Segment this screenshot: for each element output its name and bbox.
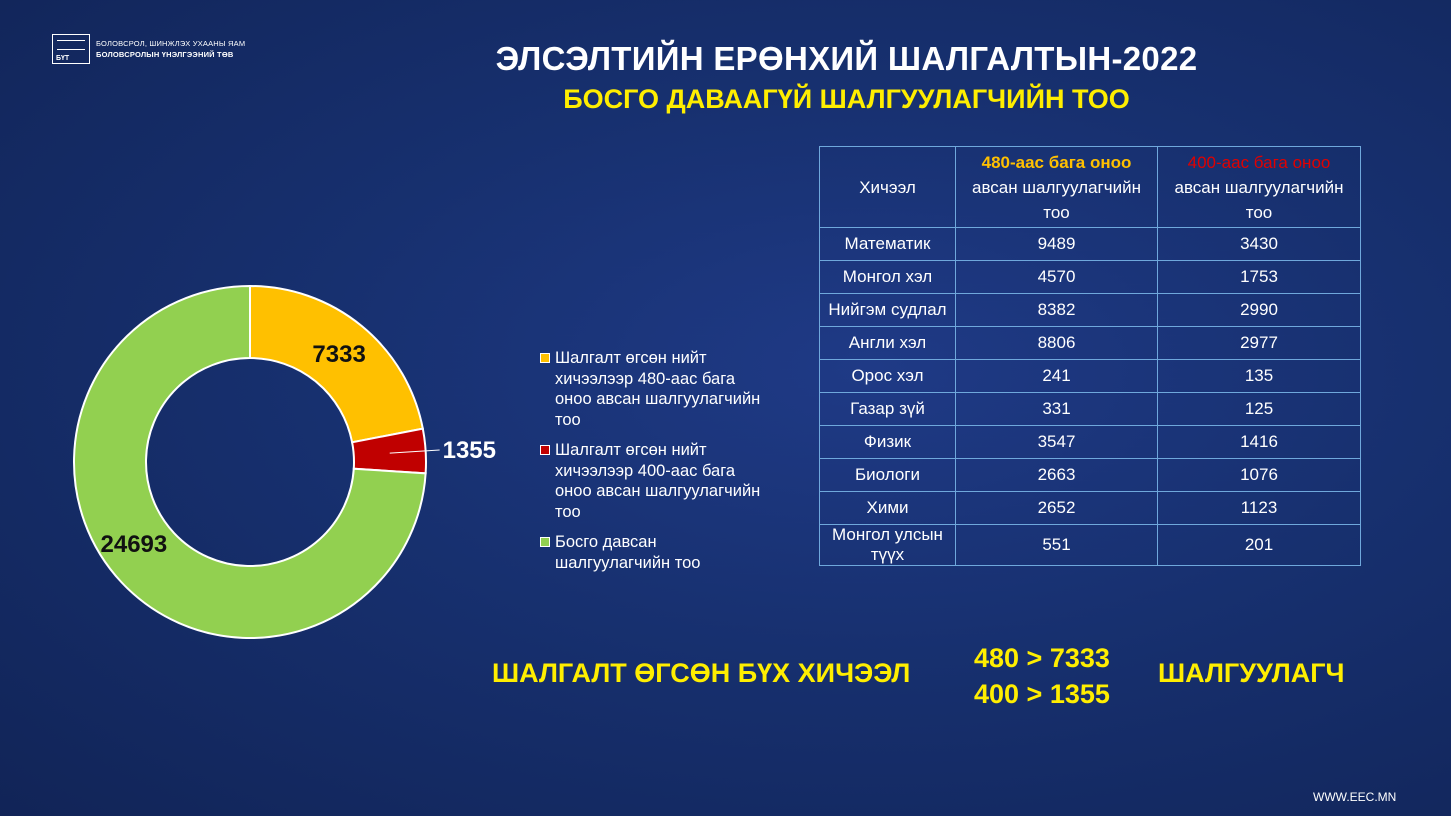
cell-400: 2990 — [1157, 293, 1361, 327]
table-row: Монгол хэл 4570 1753 — [819, 260, 1361, 294]
table-row: Англи хэл 8806 2977 — [819, 326, 1361, 360]
cell-subject: Монгол улсын түүх — [819, 524, 956, 566]
summary-values: 480 > 7333 400 > 1355 — [974, 640, 1110, 712]
data-label-2: 1355 — [443, 437, 496, 464]
cell-480: 4570 — [955, 260, 1158, 294]
page-title: ЭЛСЭЛТИЙН ЕРӨНХИЙ ШАЛГАЛТЫН-2022 — [495, 40, 1198, 77]
donut-slice-3 — [73, 284, 427, 639]
cell-400: 201 — [1157, 524, 1361, 566]
cell-480: 2652 — [955, 491, 1158, 525]
cell-400: 1123 — [1157, 491, 1361, 525]
cell-subject: Математик — [819, 227, 956, 261]
logo-mark-text: БҮТ — [56, 55, 70, 62]
legend-label-480: Шалгалт өгсөн нийт хичээлээр 480-аас баг… — [555, 349, 761, 429]
logo-line-2: БОЛОВСРОЛЫН ҮНЭЛГЭЭНИЙ ТӨВ — [96, 50, 234, 59]
subject-table: Хичээл 480-аас бага оноо авсан шалгуулаг… — [819, 146, 1361, 566]
data-label-3: 24693 — [101, 531, 168, 558]
cell-480: 2663 — [955, 458, 1158, 492]
cell-400: 135 — [1157, 359, 1361, 393]
logo-text: БОЛОВСРОЛ, ШИНЖЛЭХ УХААНЫ ЯАМ БОЛОВСРОЛЫ… — [96, 38, 245, 60]
table-row: Газар зүй 331 125 — [819, 392, 1361, 426]
table-row: Математик 9489 3430 — [819, 227, 1361, 261]
cell-400: 2977 — [1157, 326, 1361, 360]
summary-line-400: 400 > 1355 — [974, 679, 1110, 709]
data-label-1: 7333 — [312, 341, 365, 368]
cell-subject: Газар зүй — [819, 392, 956, 426]
summary-left: ШАЛГАЛТ ӨГСӨН БҮХ ХИЧЭЭЛ — [492, 658, 911, 688]
legend-swatch-480 — [540, 353, 550, 363]
cell-480: 8382 — [955, 293, 1158, 327]
table-row: Биологи 2663 1076 — [819, 458, 1361, 492]
cell-subject: Биологи — [819, 458, 956, 492]
cell-subject: Хими — [819, 491, 956, 525]
legend-swatch-400 — [540, 445, 550, 455]
cell-subject: Физик — [819, 425, 956, 459]
legend-label-400: Шалгалт өгсөн нийт хичээлээр 400-аас баг… — [555, 441, 761, 521]
cell-subject: Монгол хэл — [819, 260, 956, 294]
legend-item: Босго давсан шалгуулагчийн тоо — [540, 532, 770, 573]
table-header-row: Хичээл 480-аас бага оноо авсан шалгуулаг… — [819, 146, 1361, 228]
legend-label-passed: Босго давсан шалгуулагчийн тоо — [555, 533, 701, 572]
cell-400: 3430 — [1157, 227, 1361, 261]
logo: БҮТ БОЛОВСРОЛ, ШИНЖЛЭХ УХААНЫ ЯАМ БОЛОВС… — [52, 34, 245, 64]
page-subtitle: БОСГО ДАВААГҮЙ ШАЛГУУЛАГЧИЙН ТОО — [563, 84, 1130, 114]
cell-480: 331 — [955, 392, 1158, 426]
header-400-highlight: 400-аас бага оноо — [1187, 152, 1331, 172]
header-480-rest: авсан шалгуулагчийн тоо — [971, 177, 1141, 222]
header-480-highlight: 480-аас бага оноо — [981, 152, 1132, 172]
legend-swatch-passed — [540, 537, 550, 547]
cell-400: 125 — [1157, 392, 1361, 426]
legend-item: Шалгалт өгсөн нийт хичээлээр 400-аас баг… — [540, 440, 770, 522]
table-row: Монгол улсын түүх 551 201 — [819, 524, 1361, 566]
cell-400: 1416 — [1157, 425, 1361, 459]
cell-480: 241 — [955, 359, 1158, 393]
donut-slice-1 — [249, 284, 424, 444]
leader-line — [389, 449, 440, 454]
cell-subject: Нийгэм судлал — [819, 293, 956, 327]
logo-book-icon: БҮТ — [52, 34, 90, 64]
cell-480: 3547 — [955, 425, 1158, 459]
cell-480: 9489 — [955, 227, 1158, 261]
header-480: 480-аас бага оноо авсан шалгуулагчийн то… — [955, 146, 1158, 228]
table-row: Нийгэм судлал 8382 2990 — [819, 293, 1361, 327]
logo-line-1: БОЛОВСРОЛ, ШИНЖЛЭХ УХААНЫ ЯАМ — [96, 39, 246, 48]
cell-400: 1076 — [1157, 458, 1361, 492]
cell-subject: Англи хэл — [819, 326, 956, 360]
table-body: Математик 9489 3430 Монгол хэл 4570 1753 Нийгэ… — [819, 227, 1361, 566]
table-row: Хими 2652 1123 — [819, 491, 1361, 525]
cell-subject: Орос хэл — [819, 359, 956, 393]
table-row: Орос хэл 241 135 — [819, 359, 1361, 393]
table-row: Физик 3547 1416 — [819, 425, 1361, 459]
donut-chart: 7333 1355 24693 — [73, 284, 496, 639]
summary-right: ШАЛГУУЛАГЧ — [1158, 658, 1345, 688]
header-400: 400-аас бага оноо авсан шалгуулагчийн то… — [1157, 146, 1361, 228]
cell-400: 1753 — [1157, 260, 1361, 294]
summary-line-480: 480 > 7333 — [974, 643, 1110, 673]
legend-item: Шалгалт өгсөн нийт хичээлээр 480-аас баг… — [540, 348, 770, 430]
header-400-rest: авсан шалгуулагчийн тоо — [1174, 177, 1344, 222]
website-link[interactable]: WWW.EEC.MN — [1313, 790, 1397, 804]
chart-legend: Шалгалт өгсөн нийт хичээлээр 480-аас баг… — [540, 348, 770, 583]
cell-480: 8806 — [955, 326, 1158, 360]
cell-480: 551 — [955, 524, 1158, 566]
header-subject: Хичээл — [819, 146, 956, 228]
